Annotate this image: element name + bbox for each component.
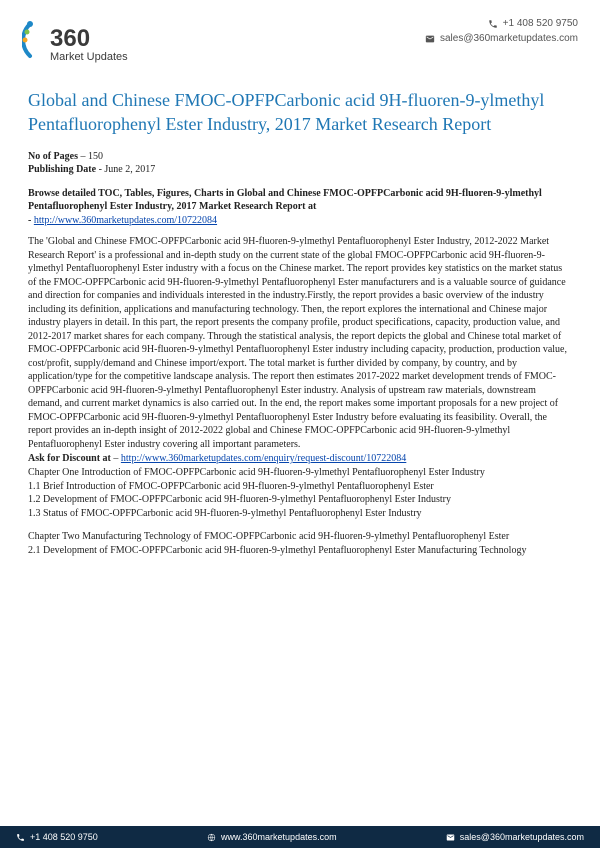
footer-site-text: www.360marketupdates.com — [221, 832, 337, 842]
footer-email-text: sales@360marketupdates.com — [460, 832, 584, 842]
footer: +1 408 520 9750 www.360marketupdates.com… — [0, 826, 600, 848]
logo-svg: 360 Market Updates — [22, 18, 142, 68]
logo: 360 Market Updates — [22, 18, 142, 68]
contact-phone: +1 408 520 9750 — [425, 18, 578, 29]
mail-icon — [446, 833, 455, 842]
footer-phone-text: +1 408 520 9750 — [30, 832, 98, 842]
chapter-two-title: Chapter Two Manufacturing Technology of … — [28, 530, 572, 544]
footer-site: www.360marketupdates.com — [207, 832, 337, 842]
toc-link[interactable]: http://www.360marketupdates.com/10722084 — [34, 215, 217, 226]
date-label: Publishing Date — [28, 164, 96, 175]
phone-icon — [488, 19, 498, 29]
contact-block: +1 408 520 9750 sales@360marketupdates.c… — [425, 18, 578, 48]
body-paragraph: The 'Global and Chinese FMOC-OPFPCarboni… — [28, 235, 572, 451]
phone-text: +1 408 520 9750 — [503, 18, 578, 29]
meta-date: Publishing Date - June 2, 2017 — [28, 164, 572, 175]
ask-discount: Ask for Discount at – http://www.360mark… — [28, 453, 572, 464]
ask-label: Ask for Discount at — [28, 453, 111, 464]
section-1-1: 1.1 Brief Introduction of FMOC-OPFPCarbo… — [28, 480, 572, 494]
phone-icon — [16, 833, 25, 842]
meta-pages: No of Pages – 150 — [28, 151, 572, 162]
email-text: sales@360marketupdates.com — [440, 33, 578, 44]
pages-label: No of Pages — [28, 151, 78, 162]
pages-value: – 150 — [78, 151, 103, 162]
toc-prefix: Browse detailed TOC, Tables, Figures, Ch… — [28, 188, 542, 213]
globe-icon — [207, 833, 216, 842]
section-1-3: 1.3 Status of FMOC-OPFPCarbonic acid 9H-… — [28, 507, 572, 521]
report-title: Global and Chinese FMOC-OPFPCarbonic aci… — [28, 88, 572, 137]
chapter-one-title: Chapter One Introduction of FMOC-OPFPCar… — [28, 466, 572, 480]
svg-text:360: 360 — [50, 25, 90, 52]
svg-text:Market Updates: Market Updates — [50, 51, 128, 63]
toc-intro: Browse detailed TOC, Tables, Figures, Ch… — [28, 187, 572, 228]
mail-icon — [425, 34, 435, 44]
content: Global and Chinese FMOC-OPFPCarbonic aci… — [0, 78, 600, 577]
contact-email: sales@360marketupdates.com — [425, 33, 578, 44]
footer-email: sales@360marketupdates.com — [446, 832, 584, 842]
section-2-1: 2.1 Development of FMOC-OPFPCarbonic aci… — [28, 544, 572, 558]
date-value: - June 2, 2017 — [96, 164, 155, 175]
footer-phone: +1 408 520 9750 — [16, 832, 98, 842]
header: 360 Market Updates +1 408 520 9750 sales… — [0, 0, 600, 78]
section-1-2: 1.2 Development of FMOC-OPFPCarbonic aci… — [28, 493, 572, 507]
ask-link[interactable]: http://www.360marketupdates.com/enquiry/… — [121, 453, 406, 464]
ask-dash: – — [111, 453, 121, 464]
